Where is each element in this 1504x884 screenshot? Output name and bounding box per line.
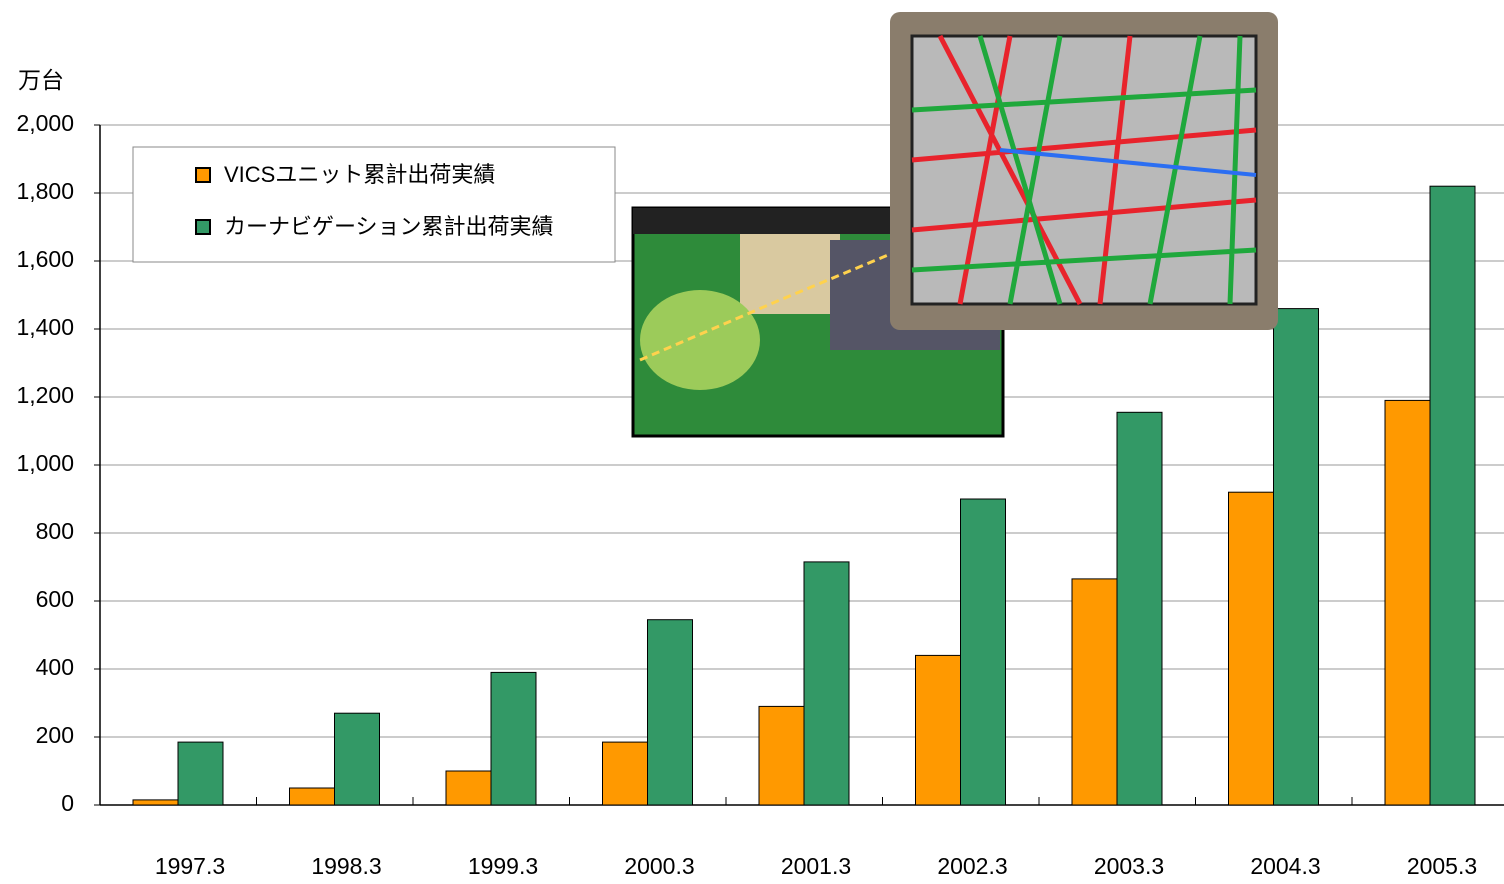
x-tick-label: 2003.3 [1094, 853, 1164, 879]
bar [602, 741, 648, 806]
x-tick-label: 2002.3 [937, 853, 1007, 879]
y-tick-label: 1,200 [16, 382, 74, 408]
x-tick-label: 1999.3 [468, 853, 538, 879]
plot-area: 0 200 400 600 800 1,000 1,200 1,400 1,600 1,800 2,… [16, 110, 1504, 879]
y-tick-label: 600 [36, 586, 74, 612]
y-axis-unit: 万台 [18, 67, 64, 93]
y-tick-label: 1,600 [16, 246, 74, 272]
bar [915, 654, 961, 806]
y-tick-label: 800 [36, 518, 74, 544]
bar [1116, 411, 1163, 806]
map-route [639, 248, 901, 362]
y-tick-label: 1,000 [16, 450, 74, 476]
vics-blue-road [999, 148, 1257, 177]
x-tick-label: 2004.3 [1250, 853, 1320, 879]
legend-label: カーナビゲーション累計出荷実績 [224, 214, 554, 239]
vics-red-roads [911, 34, 1257, 306]
bar [647, 619, 693, 806]
y-tick-label: 0 [61, 790, 74, 816]
bar [289, 787, 335, 806]
bar [177, 741, 224, 806]
y-tick-label: 200 [36, 722, 74, 748]
bar [132, 799, 179, 806]
legend-label: VICSユニット累計出荷実績 [224, 162, 495, 187]
x-tick-label: 2005.3 [1407, 853, 1477, 879]
legend-box [132, 146, 616, 263]
x-tick-label: 2000.3 [624, 853, 694, 879]
bar [1273, 308, 1319, 806]
legend-swatch [195, 167, 211, 183]
vics-screenshot [890, 12, 1278, 330]
map-park [640, 290, 760, 390]
vics-green-roads [911, 35, 1257, 305]
bar [490, 671, 537, 806]
bar [1071, 578, 1118, 806]
bar [1228, 491, 1274, 806]
y-tick-label: 1,400 [16, 314, 74, 340]
bar [758, 705, 805, 806]
x-tick-label: 2001.3 [781, 853, 851, 879]
bar [1429, 185, 1476, 806]
x-tick-label: 1998.3 [311, 853, 381, 879]
bar [334, 712, 380, 806]
bar [803, 561, 850, 806]
y-tick-label: 400 [36, 654, 74, 680]
bar [445, 770, 492, 806]
map-area [740, 234, 840, 314]
bar [1384, 399, 1431, 806]
legend-swatch [195, 219, 211, 235]
y-tick-label: 2,000 [16, 110, 74, 136]
y-tick-label: 1,800 [16, 178, 74, 204]
bar [960, 498, 1006, 806]
x-tick-label: 1997.3 [155, 853, 225, 879]
